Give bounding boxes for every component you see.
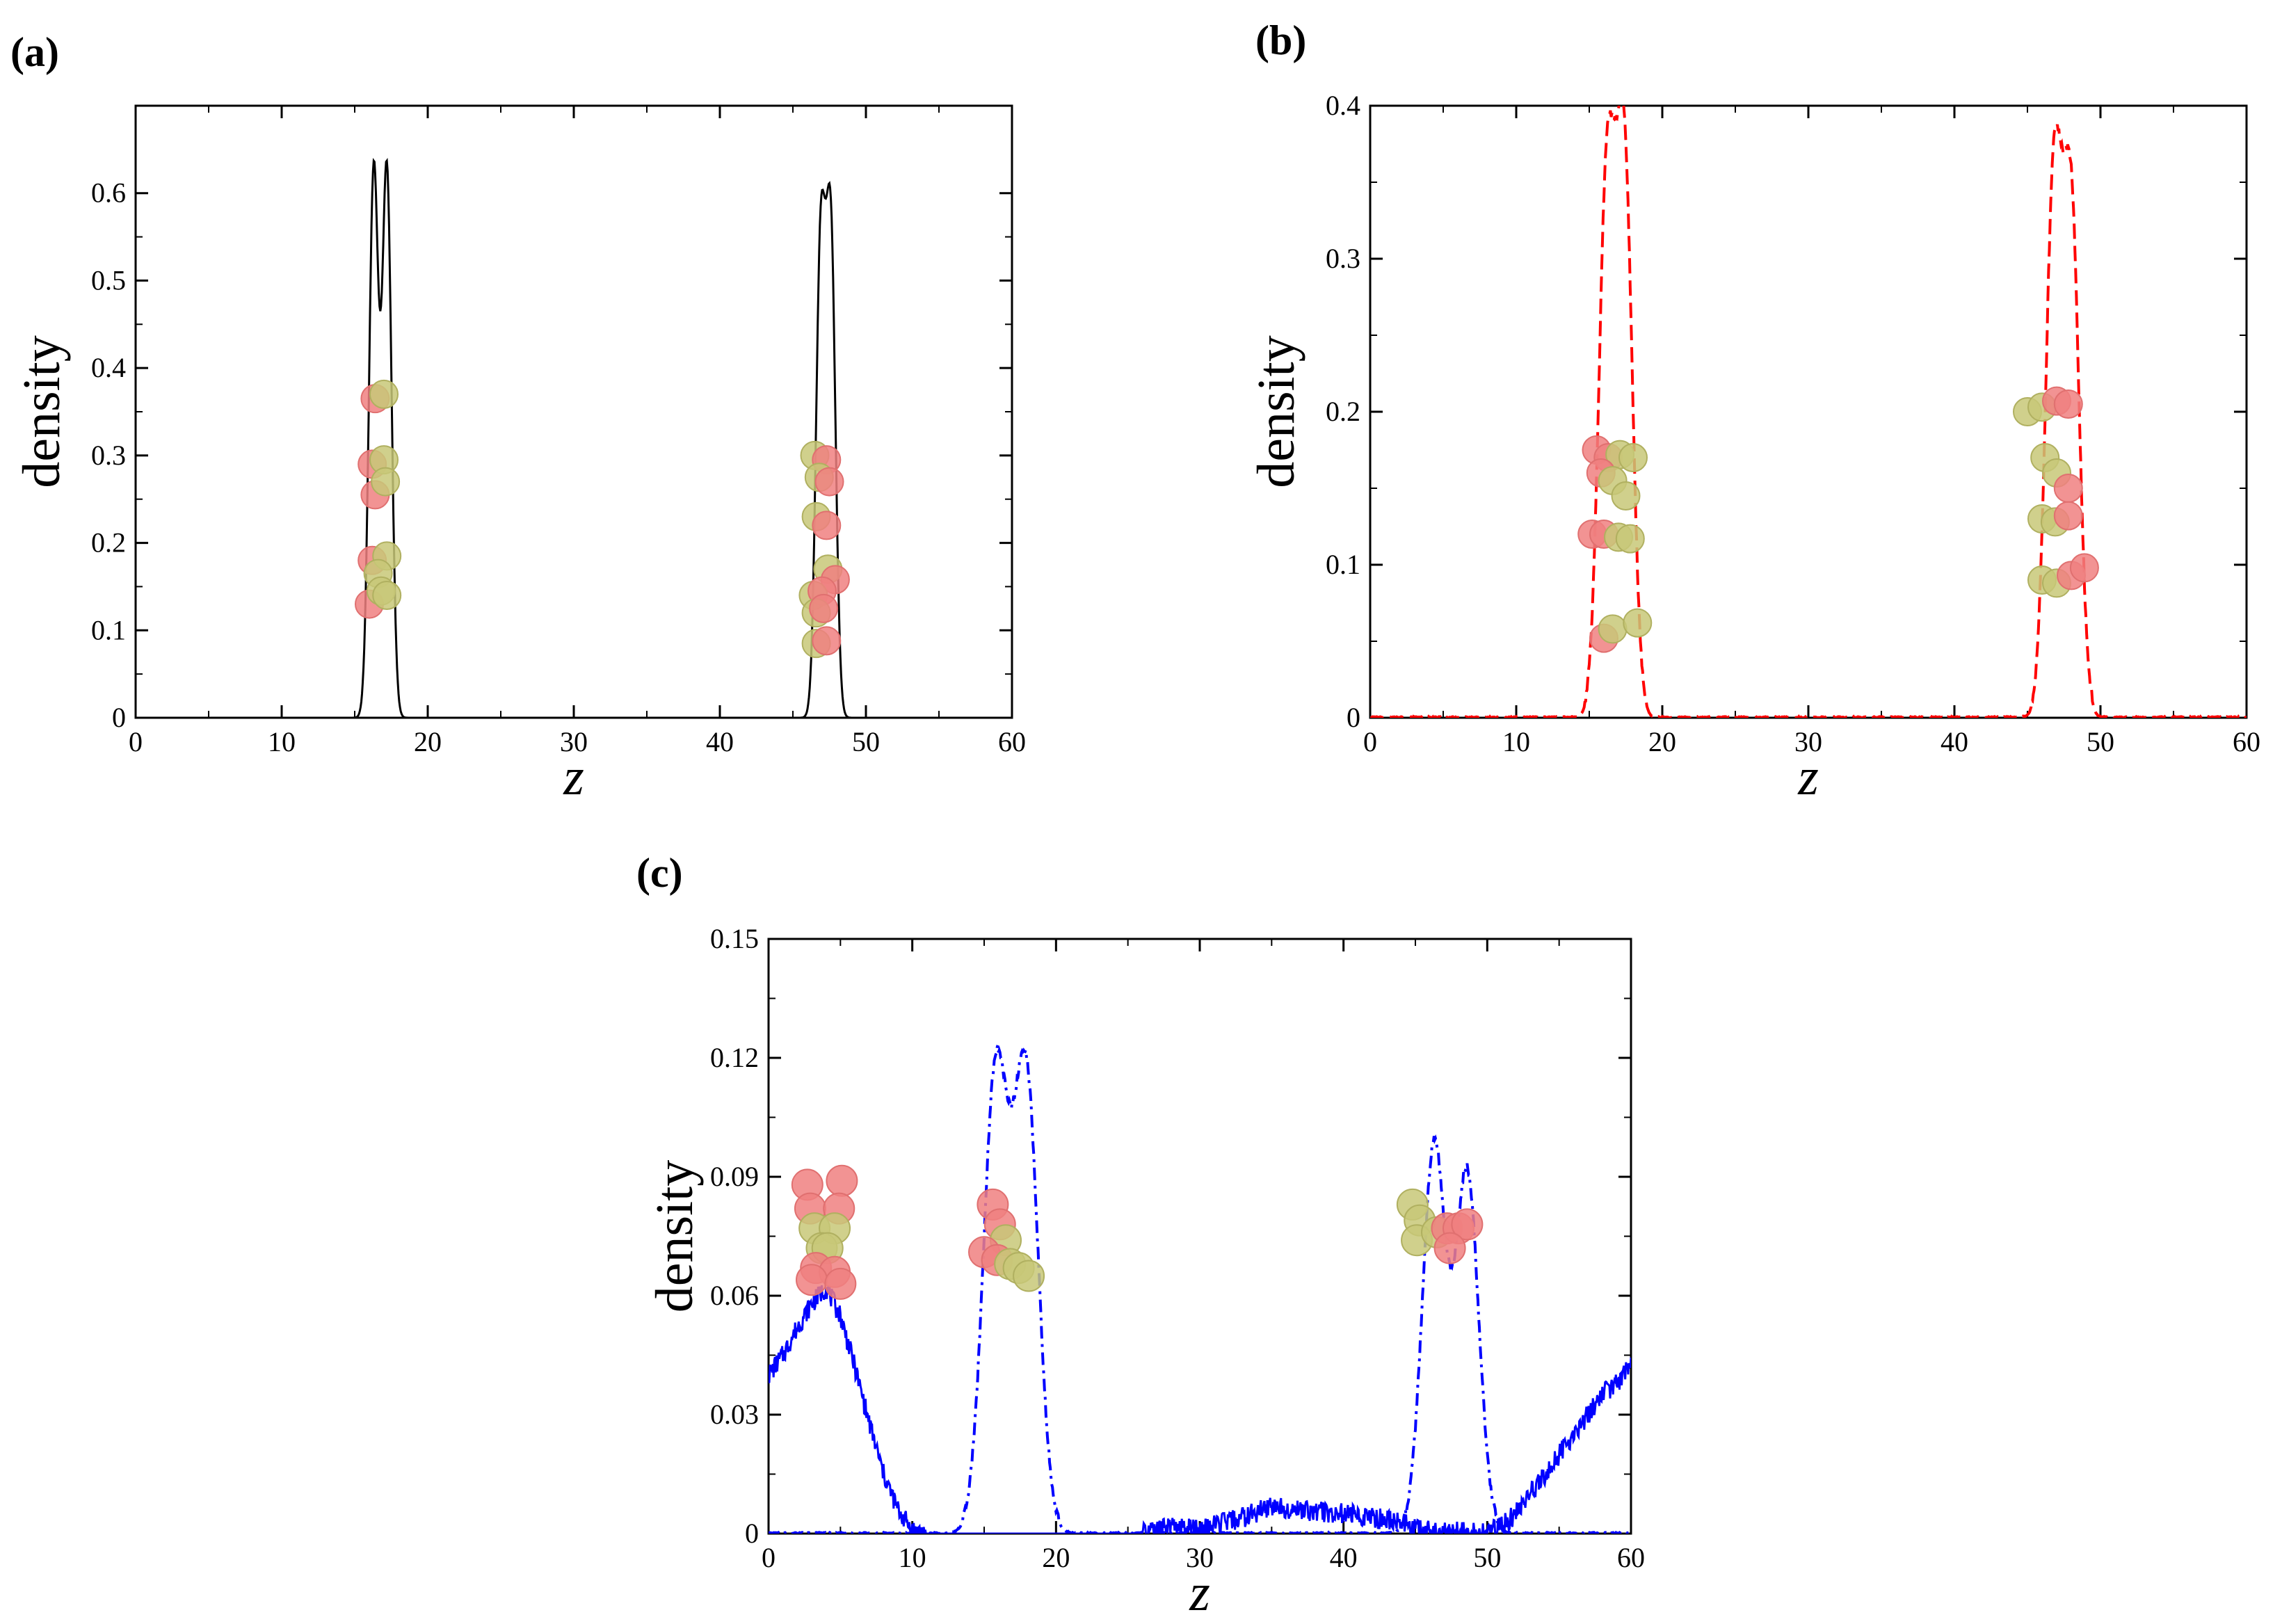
x-tick-label: 40 bbox=[1940, 726, 1968, 757]
bead bbox=[1615, 524, 1645, 554]
y-axis-label: density bbox=[13, 335, 71, 488]
bead bbox=[1451, 1208, 1484, 1241]
x-tick-label: 50 bbox=[1473, 1542, 1501, 1573]
bead bbox=[812, 626, 842, 656]
y-tick-label: 0 bbox=[112, 702, 126, 733]
y-tick-label: 0 bbox=[1347, 702, 1360, 733]
bead bbox=[1598, 614, 1628, 644]
bead bbox=[369, 379, 399, 409]
bead bbox=[826, 1164, 858, 1197]
bead bbox=[2053, 501, 2083, 531]
x-tick-label: 10 bbox=[1502, 726, 1530, 757]
x-tick-label: 30 bbox=[1186, 1542, 1214, 1573]
y-tick-label: 0.4 bbox=[1326, 90, 1360, 121]
bead bbox=[2053, 389, 2083, 419]
x-axis-label: z bbox=[1189, 1563, 1210, 1622]
y-tick-label: 0.3 bbox=[1326, 243, 1360, 274]
series-line-free bbox=[769, 1285, 1631, 1534]
x-tick-label: 40 bbox=[706, 726, 734, 757]
x-tick-label: 0 bbox=[129, 726, 143, 757]
y-tick-label: 0.06 bbox=[710, 1280, 759, 1311]
plot-frame bbox=[134, 104, 1013, 719]
y-tick-label: 0.6 bbox=[91, 177, 126, 209]
y-tick-label: 0.3 bbox=[91, 440, 126, 471]
x-tick-label: 50 bbox=[2087, 726, 2114, 757]
x-tick-label: 0 bbox=[762, 1542, 776, 1573]
y-tick-label: 0.2 bbox=[1326, 396, 1360, 427]
plot-frame bbox=[1369, 104, 2248, 719]
bead bbox=[824, 1267, 857, 1300]
bead bbox=[2069, 553, 2099, 583]
x-tick-label: 0 bbox=[1363, 726, 1377, 757]
y-tick-label: 0.15 bbox=[710, 923, 759, 954]
bead bbox=[796, 1264, 828, 1296]
y-tick-label: 0.5 bbox=[91, 264, 126, 296]
bead bbox=[814, 467, 844, 497]
x-tick-label: 10 bbox=[899, 1542, 926, 1573]
panel-label: (b) bbox=[1255, 17, 1306, 63]
panel-label: (a) bbox=[10, 29, 59, 75]
y-tick-label: 0.12 bbox=[710, 1042, 759, 1073]
x-tick-label: 50 bbox=[852, 726, 880, 757]
bead bbox=[1623, 608, 1653, 638]
y-tick-label: 0 bbox=[745, 1518, 759, 1549]
bead bbox=[812, 510, 842, 540]
x-tick-label: 20 bbox=[414, 726, 442, 757]
bead bbox=[372, 581, 402, 610]
panel-c: (c) 0 10 20 30 40 50 60 0 0.03 0.06 0.09 0.12 0.15 z de… bbox=[636, 850, 1645, 1622]
x-axis-label: z bbox=[563, 748, 584, 806]
bead bbox=[1433, 1232, 1466, 1264]
panel-a: (a) 0 10 20 30 40 50 60 0 0.1 0.2 0.3 0.4 0.5 0.6 z dens… bbox=[10, 29, 1026, 806]
y-tick-label: 0.1 bbox=[91, 614, 126, 645]
series-line-profile bbox=[136, 157, 1012, 718]
x-tick-label: 60 bbox=[2233, 726, 2260, 757]
plot-frame bbox=[767, 938, 1632, 1535]
y-tick-label: 0.2 bbox=[91, 527, 126, 558]
x-tick-label: 20 bbox=[1648, 726, 1676, 757]
bead bbox=[1611, 481, 1641, 510]
y-tick-label: 0.09 bbox=[710, 1161, 759, 1192]
y-axis-label: density bbox=[1247, 335, 1305, 488]
x-tick-label: 20 bbox=[1042, 1542, 1070, 1573]
y-tick-label: 0.1 bbox=[1326, 549, 1360, 580]
x-tick-label: 30 bbox=[1794, 726, 1822, 757]
bead bbox=[809, 593, 839, 623]
y-tick-label: 0.4 bbox=[91, 352, 126, 383]
y-axis-label: density bbox=[645, 1160, 704, 1313]
x-tick-label: 60 bbox=[1617, 1542, 1645, 1573]
x-tick-label: 30 bbox=[560, 726, 588, 757]
bead bbox=[1618, 443, 1648, 472]
x-tick-label: 60 bbox=[998, 726, 1026, 757]
x-axis-label: z bbox=[1797, 748, 1819, 806]
x-tick-label: 10 bbox=[268, 726, 296, 757]
bead bbox=[2053, 474, 2083, 503]
x-tick-label: 40 bbox=[1330, 1542, 1358, 1573]
panel-label: (c) bbox=[636, 850, 683, 896]
y-tick-label: 0.03 bbox=[710, 1399, 759, 1430]
series-line-profile bbox=[1370, 106, 2247, 718]
bead bbox=[371, 467, 401, 497]
series-line-bound bbox=[769, 1045, 1631, 1534]
panel-b: (b) 0 10 20 30 40 50 60 0 0.1 0.2 0.3 0.4 z density bbox=[1247, 17, 2260, 806]
bead bbox=[1013, 1260, 1045, 1292]
